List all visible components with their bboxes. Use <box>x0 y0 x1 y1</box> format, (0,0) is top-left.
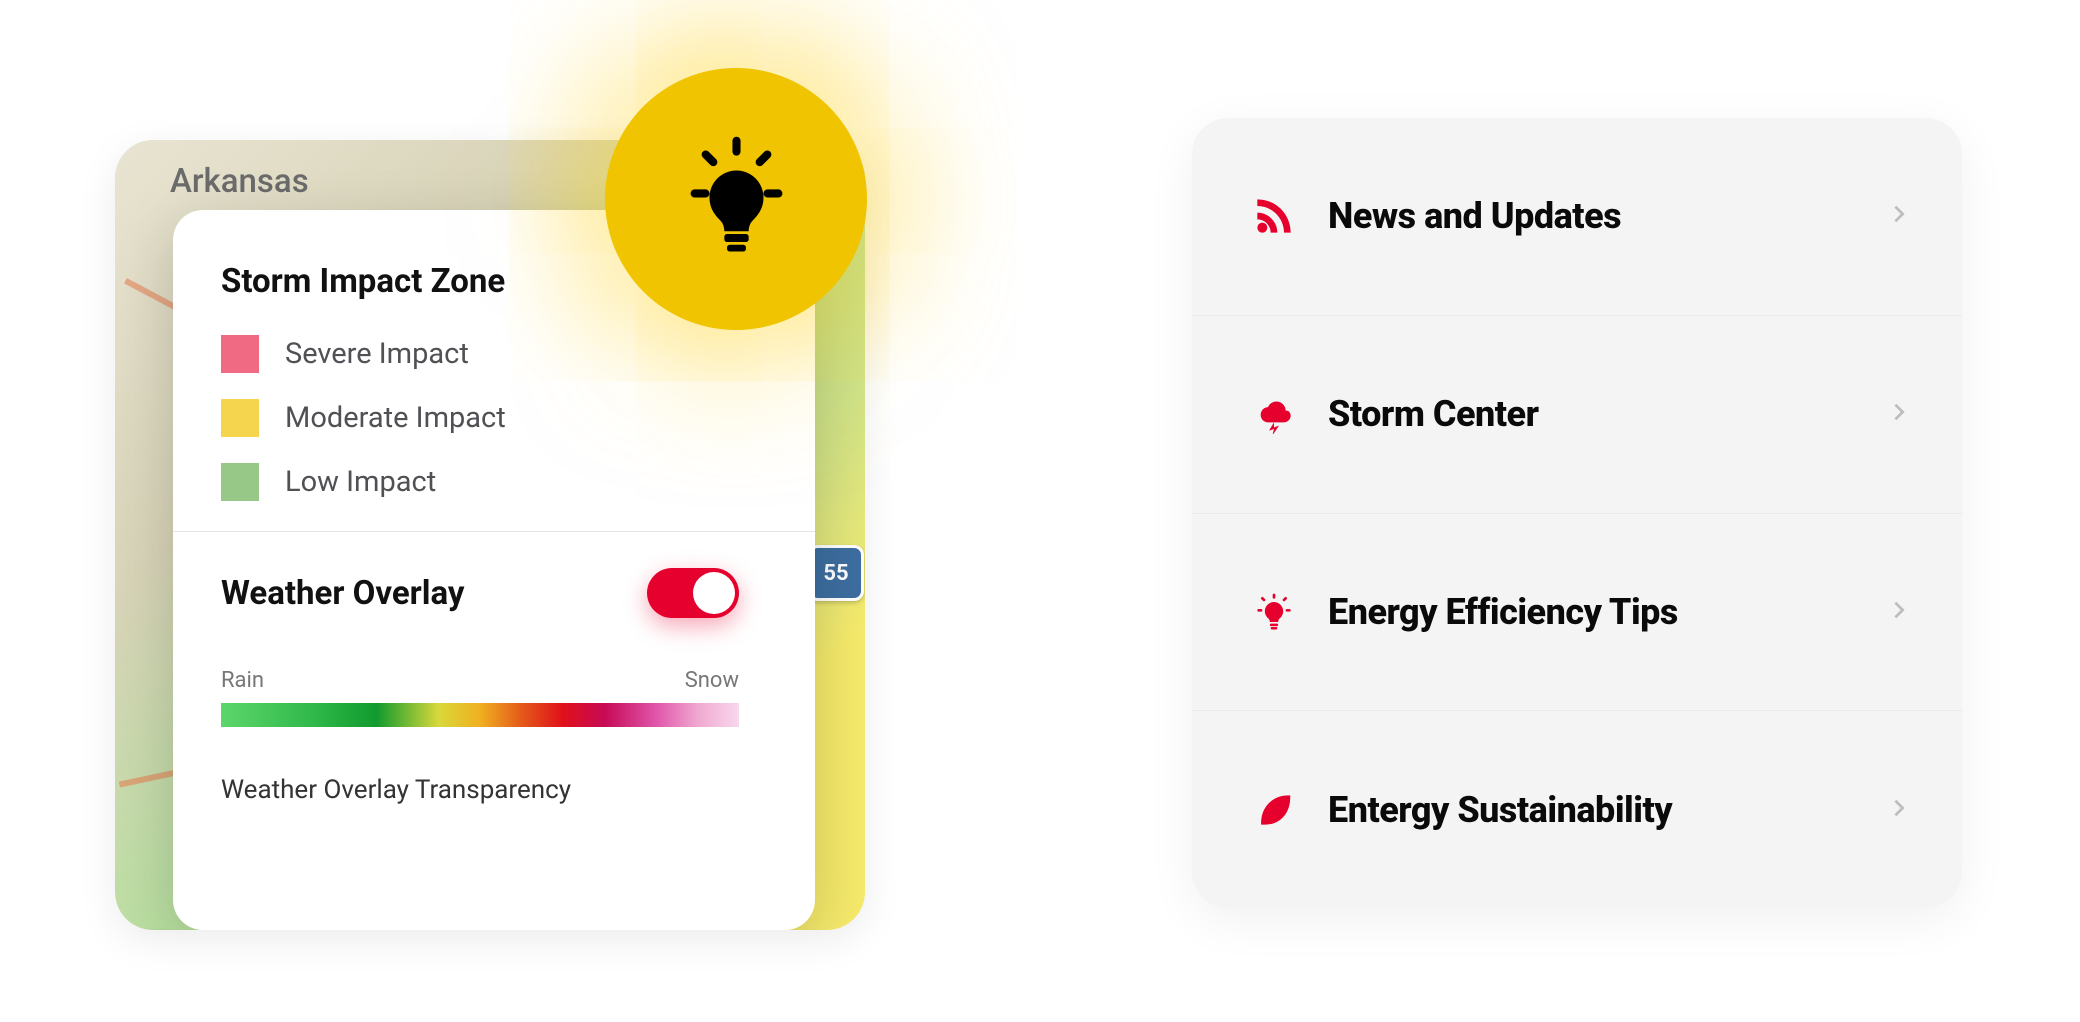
snow-label: Snow <box>685 668 739 693</box>
overlay-header-row: Weather Overlay <box>221 568 767 618</box>
legend-row-severe: Severe Impact <box>221 335 767 373</box>
menu-label: Entergy Sustainability <box>1328 789 1888 831</box>
storm-icon <box>1244 394 1304 434</box>
gradient-labels: Rain Snow <box>221 668 767 693</box>
overlay-title: Weather Overlay <box>221 574 465 613</box>
map-region-label: Arkansas <box>170 162 309 201</box>
legend-swatch-low <box>221 463 259 501</box>
menu-label: News and Updates <box>1328 195 1888 237</box>
menu-label: Storm Center <box>1328 393 1888 435</box>
legend-label: Moderate Impact <box>285 401 506 435</box>
menu-panel: News and Updates Storm Center Energy Eff… <box>1192 118 1962 908</box>
lightbulb-icon <box>669 130 804 269</box>
overlay-toggle[interactable] <box>647 568 739 618</box>
legend-swatch-severe <box>221 335 259 373</box>
leaf-icon <box>1244 790 1304 830</box>
menu-label: Energy Efficiency Tips <box>1328 591 1888 633</box>
legend-label: Low Impact <box>285 465 436 499</box>
transparency-label: Weather Overlay Transparency <box>221 775 767 805</box>
chevron-right-icon <box>1888 203 1910 229</box>
chevron-right-icon <box>1888 599 1910 625</box>
toggle-knob <box>693 572 735 614</box>
legend-swatch-moderate <box>221 399 259 437</box>
legend-row-moderate: Moderate Impact <box>221 399 767 437</box>
menu-item-news[interactable]: News and Updates <box>1192 118 1962 315</box>
bulb-icon <box>1244 592 1304 632</box>
chevron-right-icon <box>1888 797 1910 823</box>
legend-label: Severe Impact <box>285 337 469 371</box>
divider <box>173 531 815 532</box>
highway-shield-55: 55 <box>808 545 864 601</box>
menu-item-sustainability[interactable]: Entergy Sustainability <box>1192 710 1962 908</box>
menu-item-storm[interactable]: Storm Center <box>1192 315 1962 513</box>
legend-row-low: Low Impact <box>221 463 767 501</box>
chevron-right-icon <box>1888 401 1910 427</box>
weather-gradient-bar <box>221 703 739 727</box>
menu-item-efficiency[interactable]: Energy Efficiency Tips <box>1192 513 1962 711</box>
rss-icon <box>1244 196 1304 236</box>
lightbulb-badge <box>605 68 867 330</box>
rain-label: Rain <box>221 668 264 693</box>
